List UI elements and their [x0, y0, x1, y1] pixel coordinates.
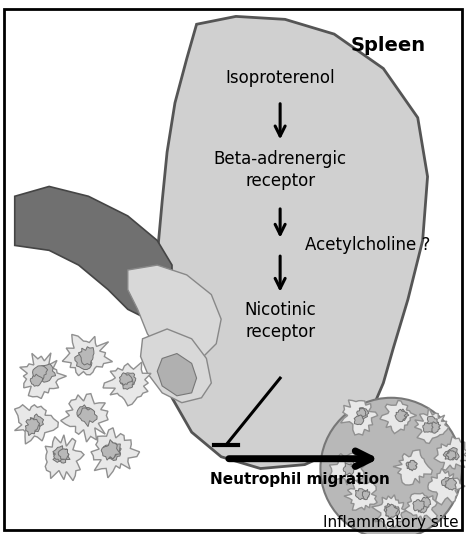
Polygon shape [61, 393, 108, 442]
Polygon shape [406, 460, 417, 470]
Polygon shape [446, 478, 456, 490]
Text: Spleen: Spleen [351, 37, 426, 56]
Polygon shape [358, 407, 369, 419]
Polygon shape [418, 504, 428, 513]
Polygon shape [384, 503, 396, 516]
Polygon shape [128, 265, 221, 363]
Polygon shape [121, 373, 136, 385]
Polygon shape [155, 16, 428, 468]
Polygon shape [28, 420, 40, 432]
Polygon shape [141, 329, 211, 403]
Polygon shape [426, 416, 438, 429]
Polygon shape [446, 451, 456, 460]
Polygon shape [20, 353, 66, 398]
Polygon shape [420, 497, 431, 509]
Circle shape [320, 398, 462, 539]
Polygon shape [372, 495, 406, 530]
Polygon shape [443, 451, 453, 459]
Polygon shape [82, 408, 94, 421]
Polygon shape [120, 378, 133, 389]
Polygon shape [53, 449, 70, 463]
Polygon shape [15, 186, 172, 319]
Polygon shape [397, 409, 409, 420]
Polygon shape [38, 364, 55, 382]
Polygon shape [75, 351, 92, 370]
Polygon shape [329, 453, 365, 485]
Polygon shape [413, 500, 424, 511]
Polygon shape [344, 479, 377, 510]
Polygon shape [103, 442, 120, 459]
Text: Inflammatory site: Inflammatory site [323, 515, 459, 530]
Polygon shape [356, 489, 366, 500]
Polygon shape [408, 460, 417, 471]
Polygon shape [404, 493, 438, 521]
Text: Beta-adrenergic
receptor: Beta-adrenergic receptor [214, 150, 346, 190]
Polygon shape [395, 409, 407, 421]
Text: Acetylcholine ?: Acetylcholine ? [305, 237, 430, 254]
Polygon shape [429, 422, 441, 433]
Polygon shape [362, 489, 370, 500]
Polygon shape [345, 460, 354, 469]
Polygon shape [119, 373, 132, 385]
Polygon shape [103, 362, 151, 406]
Polygon shape [380, 400, 417, 433]
Polygon shape [29, 414, 44, 430]
Polygon shape [447, 447, 459, 460]
Text: Nicotinic
receptor: Nicotinic receptor [244, 301, 316, 341]
Polygon shape [386, 504, 399, 518]
Polygon shape [105, 443, 121, 460]
Polygon shape [434, 437, 470, 470]
Polygon shape [393, 450, 432, 485]
Text: Neutrophil migration: Neutrophil migration [210, 472, 390, 487]
Polygon shape [354, 415, 364, 425]
Text: Isoproterenol: Isoproterenol [225, 70, 335, 87]
Polygon shape [423, 423, 433, 432]
Polygon shape [58, 449, 69, 459]
Polygon shape [25, 418, 39, 436]
Polygon shape [53, 446, 67, 461]
Polygon shape [45, 435, 84, 481]
Polygon shape [357, 408, 366, 417]
Polygon shape [77, 405, 91, 419]
Polygon shape [391, 507, 400, 516]
Polygon shape [157, 354, 197, 396]
Polygon shape [428, 468, 465, 505]
Polygon shape [78, 408, 97, 426]
Polygon shape [78, 347, 94, 365]
Polygon shape [30, 374, 43, 386]
Polygon shape [441, 478, 453, 488]
Polygon shape [341, 400, 378, 435]
Polygon shape [343, 463, 355, 475]
Polygon shape [414, 407, 449, 444]
Polygon shape [91, 428, 139, 478]
Polygon shape [15, 405, 58, 444]
Polygon shape [62, 334, 112, 376]
Polygon shape [33, 366, 47, 380]
Polygon shape [101, 440, 120, 460]
